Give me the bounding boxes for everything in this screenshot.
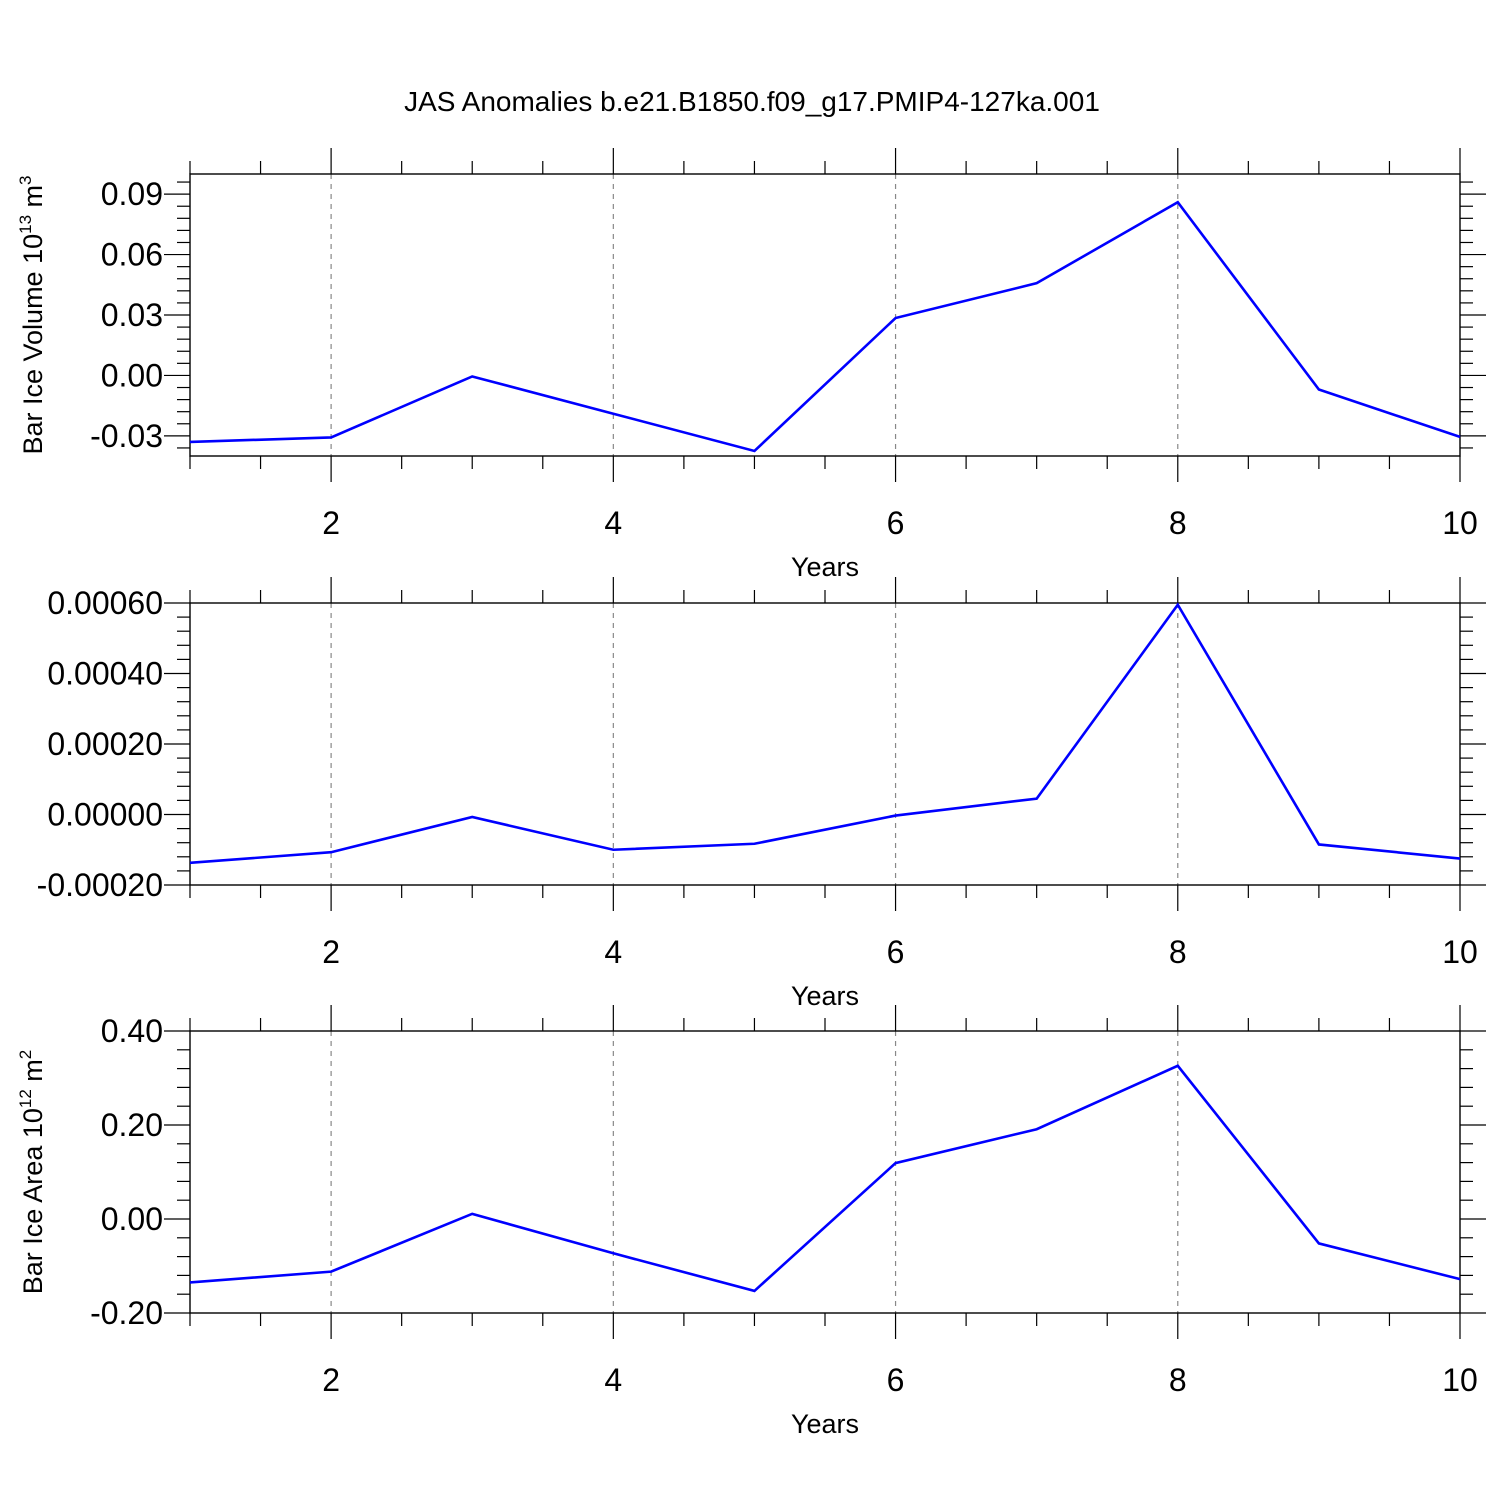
plot-frame (189, 173, 1461, 457)
x-tick-label: 2 (322, 505, 340, 541)
y-tick-label: 0.00040 (47, 656, 163, 692)
x-tick-label: 8 (1169, 934, 1187, 970)
figure-title: JAS Anomalies b.e21.B1850.f09_g17.PMIP4-… (404, 86, 1100, 117)
x-tick-label: 4 (604, 934, 622, 970)
x-tick-label: 2 (322, 934, 340, 970)
series-line (189, 602, 1461, 865)
y-tick-label: 0.20 (101, 1107, 163, 1143)
y-tick-label: 0.00 (101, 1201, 163, 1237)
y-tick-label: 0.03 (101, 297, 163, 333)
x-tick-label: 4 (604, 1362, 622, 1398)
y-tick-label: 0.09 (101, 176, 163, 212)
y-tick-label: -0.03 (90, 418, 163, 454)
y-tick-label: 0.00020 (47, 726, 163, 762)
x-axis-label: Years (791, 1409, 859, 1439)
x-tick-label: 10 (1442, 1362, 1478, 1398)
y-tick-label: 0.06 (101, 237, 163, 273)
y-tick-label: 0.00 (101, 357, 163, 393)
panel-2: -0.00020 0.00000 0.00020 0.00040 0.00060 2 4 6 8… (37, 577, 1486, 1011)
y-axis-label: Bar Ice Area 1012 m2 (16, 1050, 48, 1295)
x-axis-label: Years (791, 552, 859, 582)
series-line (189, 200, 1461, 453)
series-line (189, 1064, 1461, 1293)
x-tick-label: 2 (322, 1362, 340, 1398)
plot-frame (189, 1030, 1461, 1314)
x-tick-label: 10 (1442, 505, 1478, 541)
y-tick-label: -0.20 (90, 1295, 163, 1331)
y-tick-label: 0.40 (101, 1013, 163, 1049)
x-tick-label: 6 (887, 1362, 905, 1398)
y-axis-label: Bar Ice Volume 1013 m3 (16, 175, 48, 454)
panels: -0.03 0.00 0.03 0.06 0.09 2 4 6 8 10 Years Bar Ice … (16, 148, 1486, 1439)
panel-1: -0.03 0.00 0.03 0.06 0.09 2 4 6 8 10 Years Bar Ice … (16, 148, 1486, 582)
x-tick-label: 6 (887, 505, 905, 541)
x-tick-label: 10 (1442, 934, 1478, 970)
y-axis-label-unit-exponent: 3 (16, 175, 35, 184)
x-tick-label: 6 (887, 934, 905, 970)
x-tick-label: 8 (1169, 505, 1187, 541)
y-axis-label-text: Bar Ice Volume 10 (18, 234, 48, 455)
plot-frame (189, 602, 1461, 886)
x-tick-label: 4 (604, 505, 622, 541)
y-axis-label-unit: m (18, 185, 48, 215)
y-tick-label: 0.00000 (47, 797, 163, 833)
y-axis-label-unit-exponent: 2 (16, 1050, 35, 1059)
y-tick-label: 0.00060 (47, 585, 163, 621)
y-axis-label-text: Bar Ice Area 10 (18, 1108, 48, 1294)
y-axis-label-unit: m (18, 1059, 48, 1089)
y-tick-label: -0.00020 (37, 867, 163, 903)
panel-3: -0.20 0.00 0.20 0.40 2 4 6 8 10 Years Bar Ice Area… (16, 1005, 1486, 1439)
x-axis-label: Years (791, 981, 859, 1011)
y-axis-label-exponent: 12 (16, 1089, 35, 1108)
x-tick-label: 8 (1169, 1362, 1187, 1398)
y-axis-label-exponent: 13 (16, 215, 35, 234)
